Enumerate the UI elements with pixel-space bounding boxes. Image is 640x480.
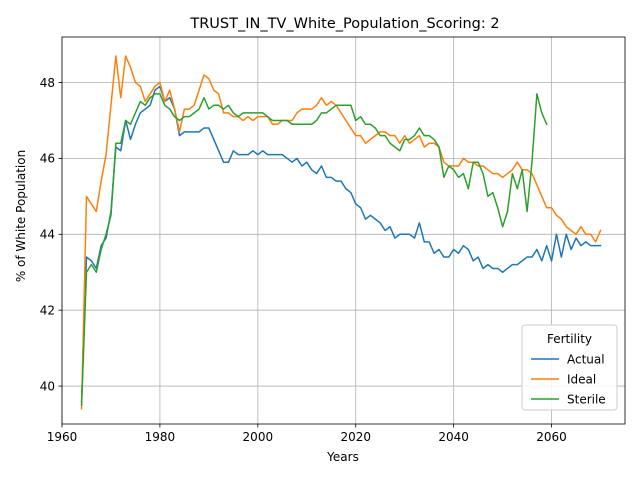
x-axis-title: Years — [326, 450, 359, 464]
axis-ticks: 1960 1980 2000 2020 2040 2060 40 42 44 46 48 — [40, 76, 567, 444]
series-line-actual — [80, 85, 602, 403]
legend-label-ideal: Ideal — [567, 372, 596, 386]
series-line-sterile — [80, 93, 548, 406]
chart-title: TRUST_IN_TV_White_Population_Scoring: 2 — [189, 16, 499, 32]
x-tick-label: 2060 — [536, 430, 567, 444]
x-tick-label: 2040 — [438, 430, 469, 444]
x-tick-label: 1980 — [145, 430, 176, 444]
y-tick-label: 48 — [40, 76, 55, 90]
y-tick-label: 40 — [40, 379, 55, 393]
legend-label-actual: Actual — [567, 352, 605, 366]
legend-label-sterile: Sterile — [567, 392, 606, 406]
gridlines — [61, 37, 625, 424]
legend-entries: Actual Ideal Sterile — [531, 352, 606, 406]
series-line-ideal — [80, 55, 602, 410]
legend: Fertility Actual Ideal Sterile — [521, 324, 618, 411]
x-tick-label: 2000 — [243, 430, 274, 444]
y-axis-title: % of White Population — [14, 150, 28, 282]
y-tick-label: 42 — [40, 303, 55, 317]
x-tick-label: 2020 — [340, 430, 371, 444]
legend-box — [521, 324, 618, 411]
series-lines — [80, 55, 602, 410]
y-tick-label: 44 — [40, 228, 55, 242]
y-tick-label: 46 — [40, 152, 55, 166]
legend-title: Fertility — [547, 332, 592, 346]
plot-frame — [61, 36, 626, 425]
x-tick-label: 1960 — [47, 430, 78, 444]
